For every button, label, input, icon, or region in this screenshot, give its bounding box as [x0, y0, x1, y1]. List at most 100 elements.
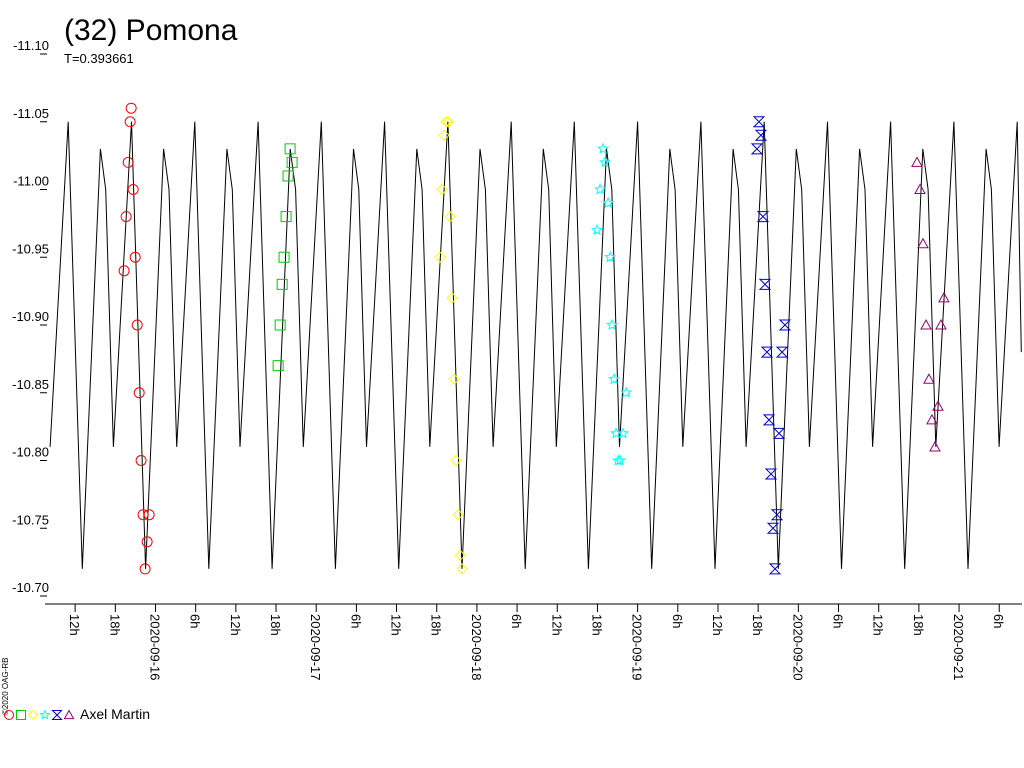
data-point — [923, 373, 935, 384]
data-point — [754, 129, 768, 141]
data-point — [911, 156, 923, 167]
y-tick-label: -11.10 — [13, 38, 49, 53]
data-point — [282, 170, 294, 182]
data-point — [914, 183, 926, 194]
data-point — [758, 278, 772, 290]
data-point — [772, 427, 786, 439]
y-tick-label: -10.80 — [12, 445, 49, 460]
model-curve — [49, 121, 1022, 569]
x-tick-label: 12h — [549, 614, 564, 636]
data-point — [446, 292, 458, 304]
data-point — [444, 210, 456, 223]
legend-label: Axel Martin — [80, 706, 150, 722]
data-point — [141, 536, 153, 548]
data-point — [127, 184, 139, 195]
data-point — [935, 318, 947, 330]
data-point — [135, 455, 147, 466]
legend-marker — [51, 710, 63, 720]
x-tick-label: 6h — [188, 614, 203, 628]
x-tick-label: 6h — [831, 614, 846, 628]
data-point — [129, 251, 141, 263]
y-tick-label: -10.95 — [12, 241, 49, 256]
data-point — [125, 102, 137, 114]
data-point — [276, 278, 288, 290]
data-point — [278, 251, 290, 263]
x-tick-label: 2020-09-17 — [308, 614, 323, 681]
data-point — [438, 129, 450, 142]
data-point — [926, 413, 938, 425]
data-point — [750, 143, 764, 155]
y-tick-label: -10.90 — [12, 309, 49, 324]
data-point — [766, 522, 780, 534]
x-tick-label: 12h — [710, 614, 725, 636]
data-point — [131, 319, 143, 331]
data-point — [604, 251, 617, 263]
data-point — [137, 509, 149, 521]
legend-marker — [63, 709, 75, 720]
data-point — [448, 373, 460, 385]
data-point — [456, 563, 468, 575]
data-point — [768, 563, 782, 575]
y-tick-label: -10.70 — [12, 580, 49, 595]
x-tick-label: 12h — [228, 614, 243, 636]
x-tick-label: 12h — [67, 614, 82, 636]
data-point — [452, 508, 464, 521]
data-point — [756, 211, 770, 223]
x-tick-label: 2020-09-19 — [630, 614, 645, 681]
data-point — [442, 116, 454, 128]
data-point — [434, 251, 446, 263]
data-point — [272, 360, 284, 372]
y-tick-label: -10.75 — [12, 512, 49, 527]
data-point — [594, 183, 607, 195]
chart-title: (32) Pomona — [64, 14, 238, 47]
x-tick-label: 6h — [670, 614, 685, 628]
data-point — [124, 116, 136, 128]
legend-marker — [16, 710, 26, 720]
x-tick-label: 2020-09-20 — [790, 614, 805, 681]
data-point — [133, 387, 145, 399]
legend-marker — [4, 710, 14, 720]
x-tick-label: 18h — [911, 614, 926, 636]
data-point — [280, 211, 292, 223]
x-tick-label: 2020-09-21 — [951, 614, 966, 681]
data-point — [599, 156, 612, 168]
chart-subtitle: T=0.393661 — [64, 51, 134, 66]
data-point — [436, 183, 448, 196]
y-tick-label: -10.85 — [12, 377, 49, 392]
x-tick-label: 18h — [107, 614, 122, 636]
x-tick-label: 18h — [589, 614, 604, 636]
y-tick-label: -11.00 — [13, 174, 49, 189]
data-point — [775, 346, 789, 358]
data-point — [120, 211, 132, 223]
data-point — [590, 223, 604, 236]
x-tick-label: 18h — [429, 614, 444, 636]
data-point — [122, 156, 134, 168]
x-tick-label: 6h — [348, 614, 363, 628]
data-point — [597, 142, 610, 154]
data-point — [617, 427, 630, 439]
x-tick-label: 18h — [750, 614, 765, 636]
data-point — [118, 265, 130, 277]
x-tick-label: 6h — [509, 614, 524, 628]
data-point — [605, 318, 618, 331]
data-point — [760, 346, 774, 358]
data-point — [764, 468, 778, 480]
data-point — [620, 386, 633, 398]
data-point — [284, 143, 296, 155]
data-point — [752, 116, 766, 128]
x-tick-label: 2020-09-16 — [147, 614, 162, 681]
x-tick-label: 12h — [871, 614, 886, 636]
data-point — [607, 372, 620, 385]
x-tick-label: 12h — [389, 614, 404, 636]
data-point — [932, 400, 944, 411]
data-point — [938, 291, 950, 303]
data-point — [920, 318, 932, 330]
data-point — [929, 440, 941, 452]
y-tick-label: -11.05 — [13, 106, 49, 121]
data-point — [917, 237, 929, 249]
data-point — [286, 156, 298, 168]
data-point — [602, 196, 615, 209]
data-point — [450, 454, 462, 467]
x-tick-label: 6h — [991, 614, 1006, 628]
